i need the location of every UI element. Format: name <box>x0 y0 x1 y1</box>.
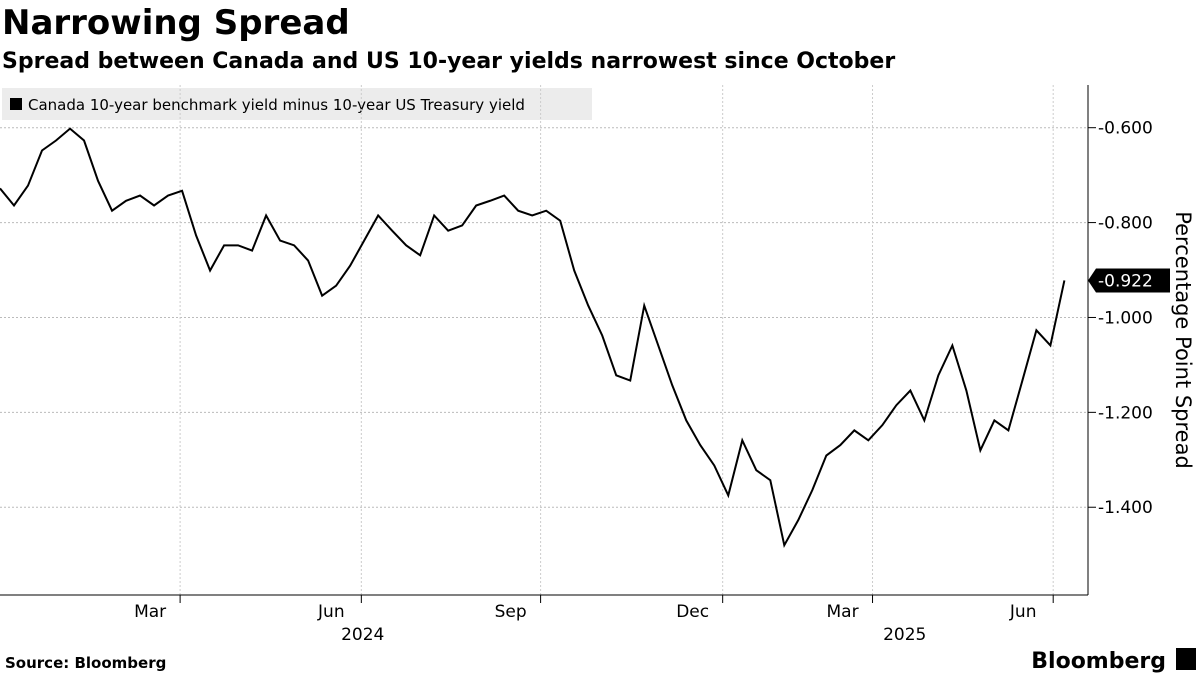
x-year-label: 2024 <box>341 625 384 645</box>
legend-label: Canada 10-year benchmark yield minus 10-… <box>28 96 525 114</box>
y-tick-label: -0.800 <box>1098 214 1153 234</box>
y-tick-label: -0.600 <box>1098 119 1153 139</box>
y-tick-label: -1.400 <box>1098 498 1153 518</box>
x-year-label: 2025 <box>883 625 926 645</box>
y-axis-label: Percentage Point Spread <box>1171 211 1195 469</box>
last-value-label: -0.922 <box>1098 271 1153 291</box>
x-tick-label: Jun <box>1009 602 1037 622</box>
legend-box <box>2 88 592 120</box>
legend-swatch <box>10 98 22 110</box>
line-series <box>0 127 1066 548</box>
chart-title: Narrowing Spread <box>2 3 350 43</box>
y-tick-label: -1.200 <box>1098 403 1153 423</box>
source: Source: Bloomberg <box>5 654 166 672</box>
x-tick-label: Mar <box>134 602 166 622</box>
y-tick-label: -1.000 <box>1098 308 1153 328</box>
chart-subtitle: Spread between Canada and US 10-year yie… <box>2 49 895 74</box>
last-value-flag <box>1088 268 1170 293</box>
x-tick-label: Dec <box>676 602 709 622</box>
x-tick-label: Mar <box>826 602 858 622</box>
brand-icon <box>1176 648 1196 670</box>
x-tick-label: Jun <box>317 602 345 622</box>
x-tick-label: Sep <box>495 602 527 622</box>
brand: Bloomberg <box>1031 649 1166 674</box>
